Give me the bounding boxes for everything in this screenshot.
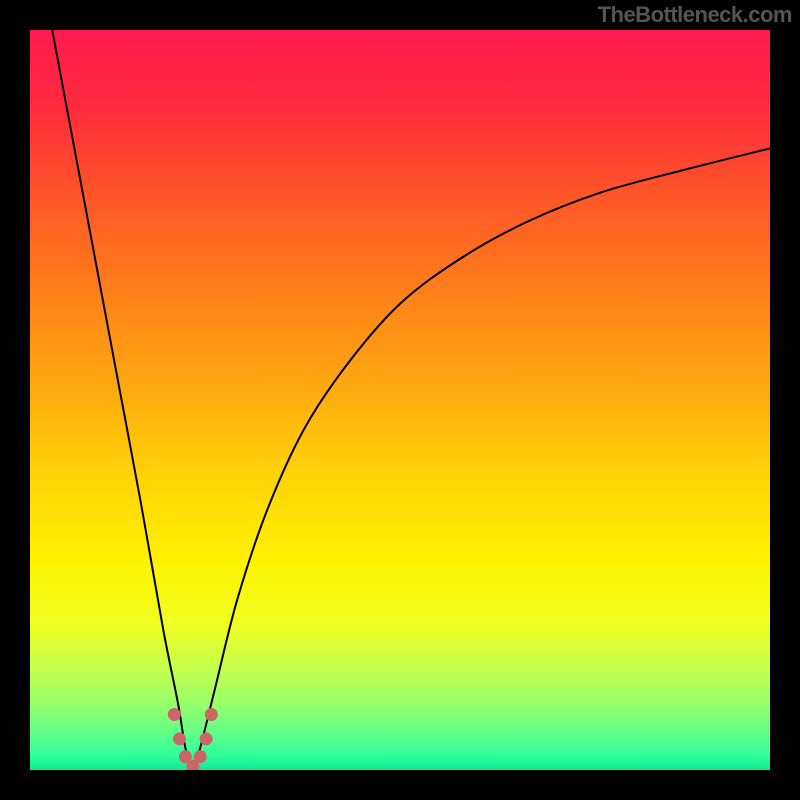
valley-marker xyxy=(168,708,181,721)
valley-marker xyxy=(173,732,186,745)
border-right xyxy=(770,0,800,800)
watermark-text: TheBottleneck.com xyxy=(598,2,792,28)
chart-svg xyxy=(0,0,800,800)
border-bottom xyxy=(0,770,800,800)
valley-marker xyxy=(205,708,218,721)
chart-container: { "watermark": { "text": "TheBottleneck.… xyxy=(0,0,800,800)
valley-marker xyxy=(200,732,213,745)
valley-marker xyxy=(194,750,207,763)
border-left xyxy=(0,0,30,800)
plot-background xyxy=(30,30,770,770)
